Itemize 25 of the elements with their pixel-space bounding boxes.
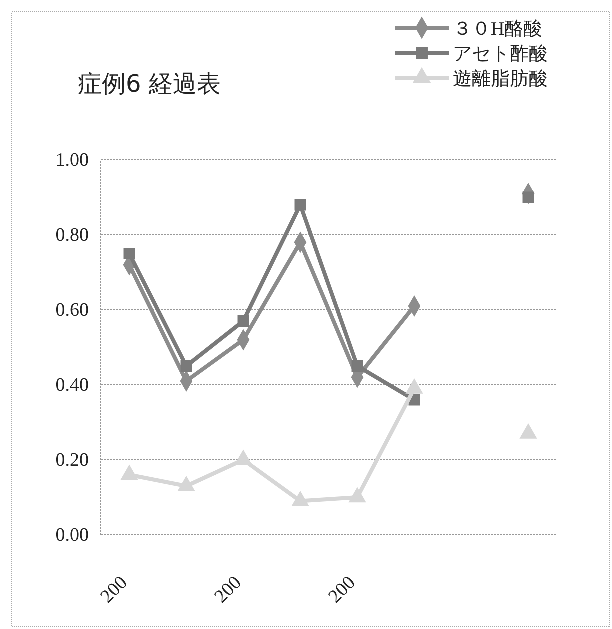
legend-label: ３０H酪酸: [453, 19, 543, 40]
point: [124, 248, 136, 260]
legend-label: 遊離脂肪酸: [453, 69, 548, 90]
y-tick-label: 0.80: [56, 225, 89, 246]
point: [349, 488, 366, 503]
legend-label: アセト酢酸: [453, 44, 548, 65]
point: [121, 465, 138, 480]
y-tick-label: 0.40: [56, 375, 89, 396]
point: [238, 316, 250, 327]
point: [180, 360, 192, 372]
y-tick-label: 0.60: [56, 300, 89, 322]
point: [294, 199, 306, 211]
point: [292, 492, 309, 506]
x-tick-label: 200: [96, 572, 132, 608]
point: [178, 476, 195, 492]
x-tick-label: 200: [324, 572, 360, 608]
point: [235, 450, 252, 466]
y-tick-label: 0.20: [56, 450, 89, 472]
point: [520, 424, 537, 439]
y-tick-label: 0.00: [56, 525, 89, 546]
point: [352, 360, 364, 372]
point: [406, 379, 423, 394]
x-tick-label: 200: [210, 572, 246, 608]
y-tick-label: 1.00: [56, 150, 89, 172]
chart-title: 症例6 経過表: [78, 70, 221, 98]
